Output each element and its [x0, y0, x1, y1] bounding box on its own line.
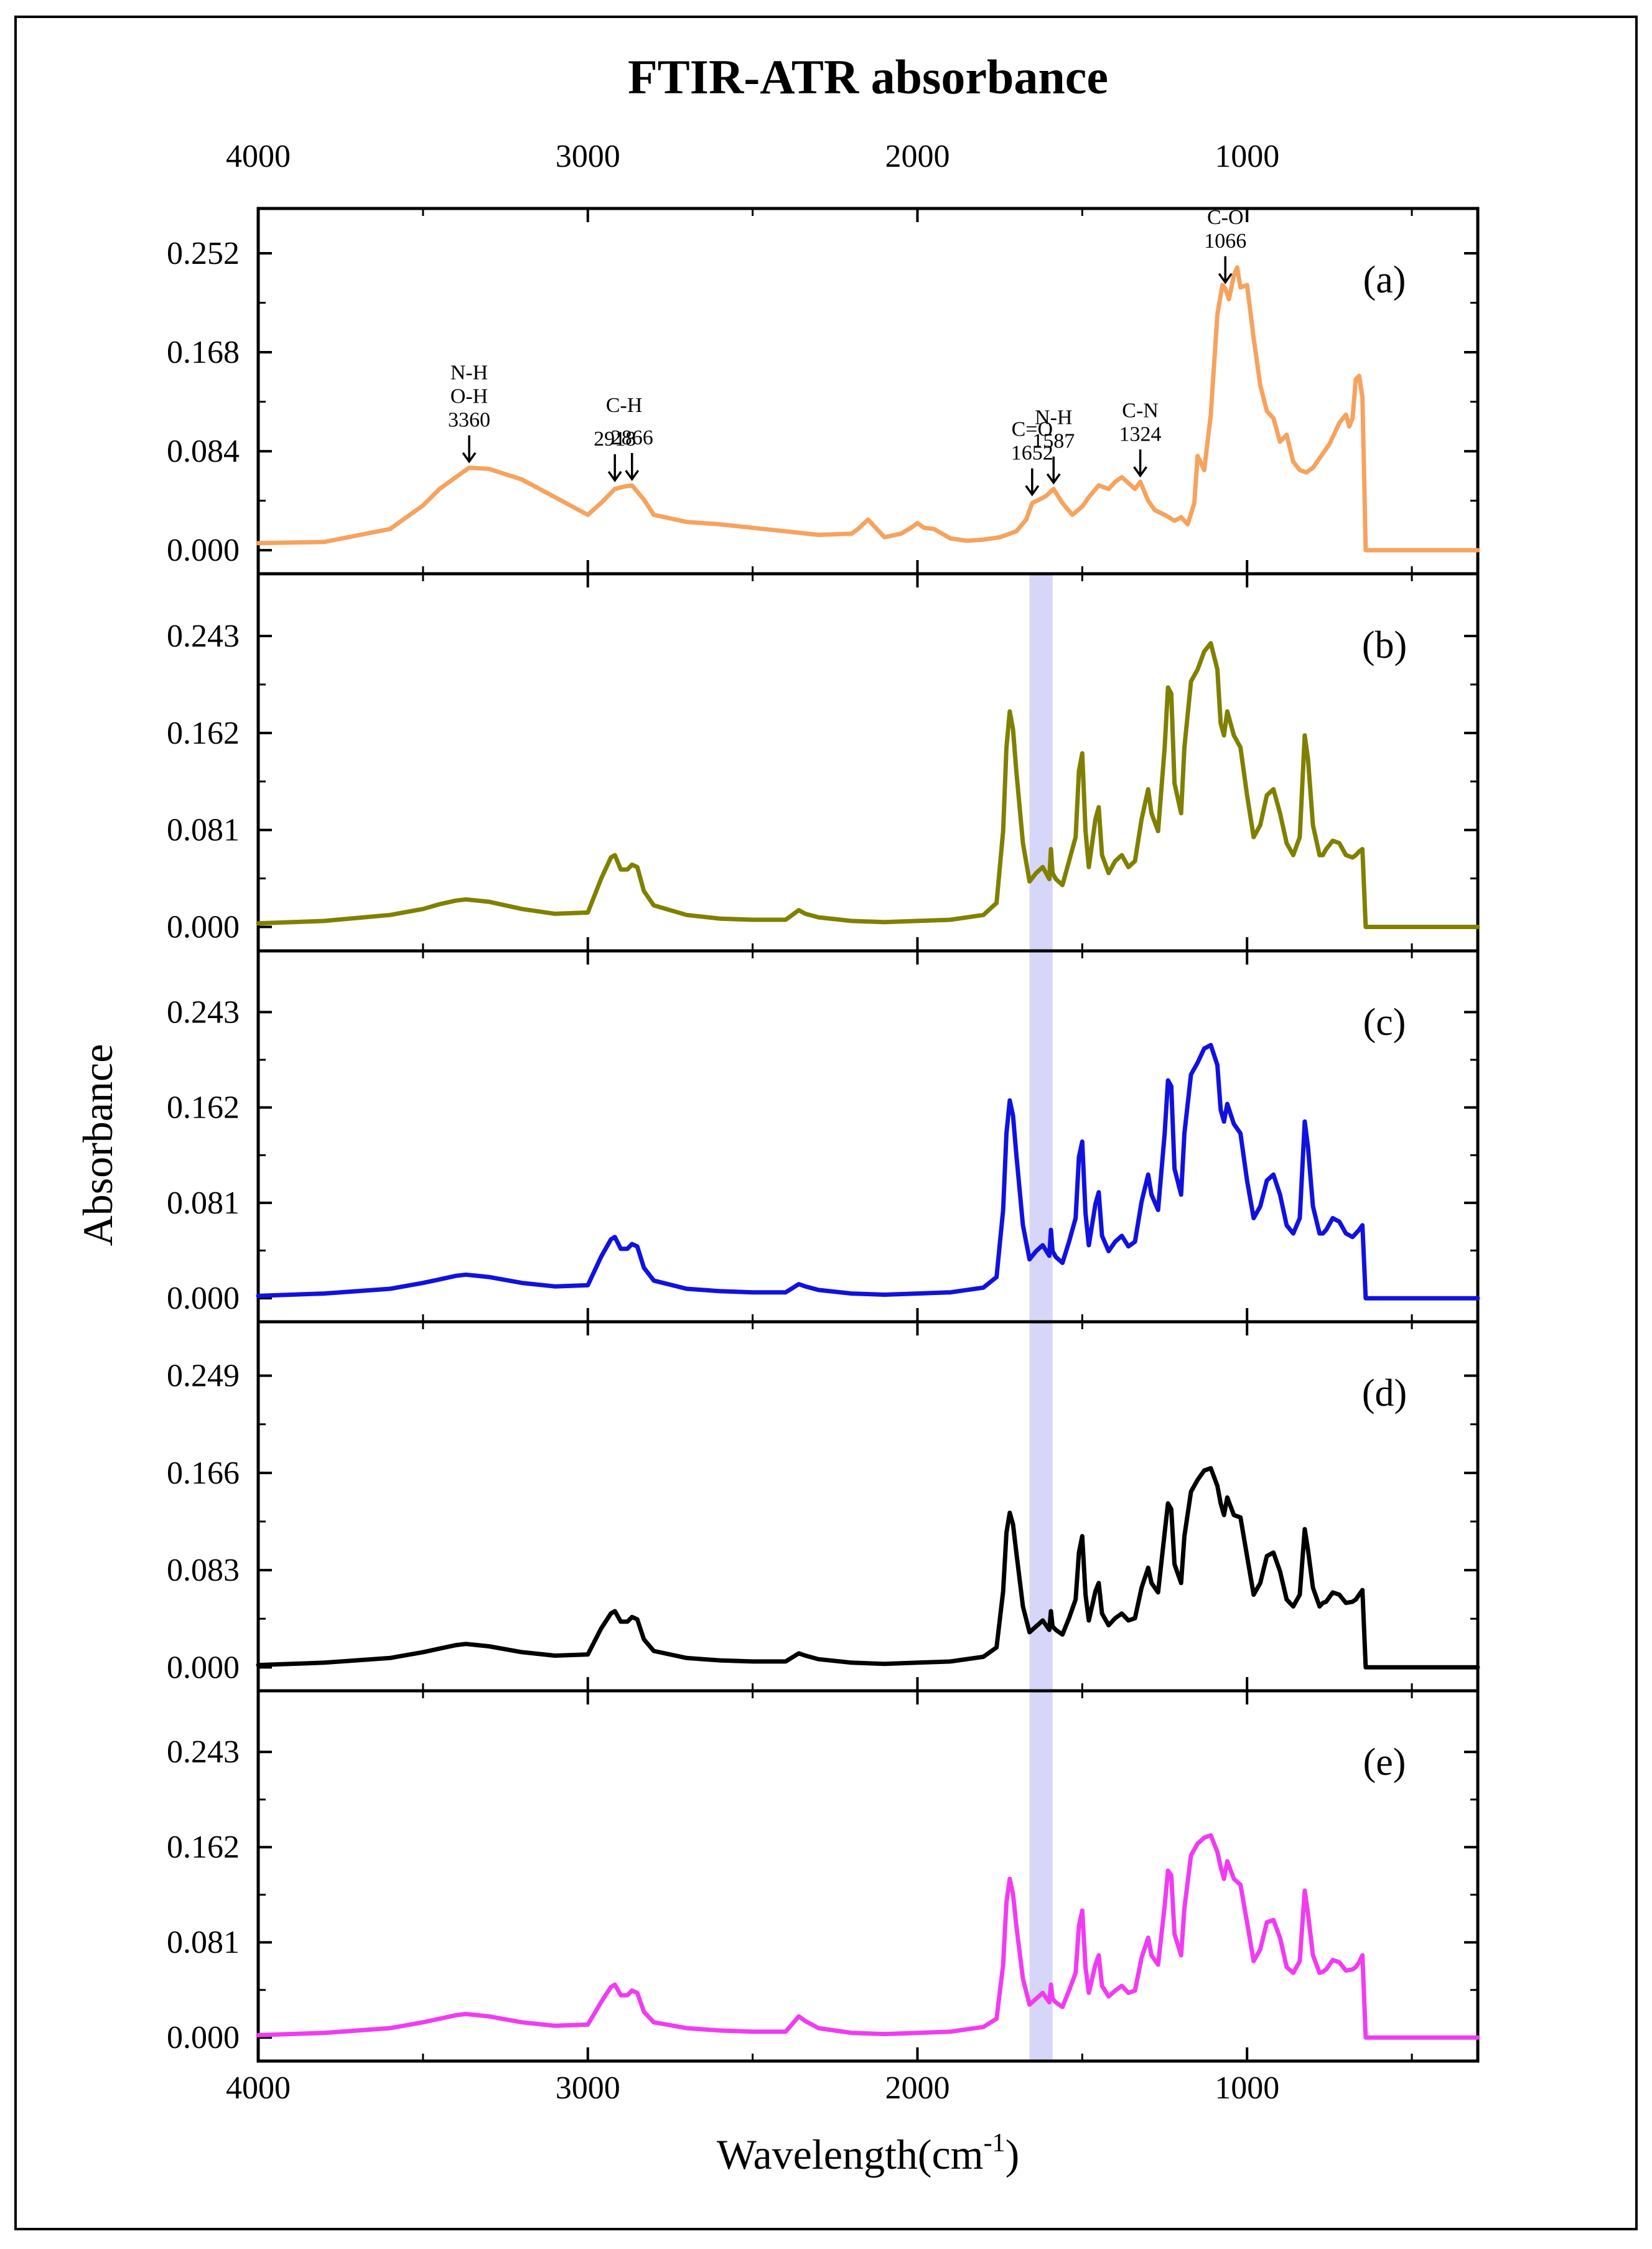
panel-frame [256, 572, 1480, 953]
panel-b: 0.000 0.081 0.162 0.243 (b) [167, 572, 1480, 953]
annotation-label: 1324 [1119, 423, 1162, 446]
annotation-label: C-H [606, 394, 643, 417]
series-line-d [256, 1466, 1480, 1670]
annotation-label: C-N [1122, 399, 1159, 422]
x-axis-title-close: ) [1006, 2131, 1020, 2178]
panel-d: 0.000 0.083 0.166 0.249 (d) [167, 1320, 1480, 1693]
series-line-c [256, 1042, 1480, 1301]
y-tick-label: 0.252 [167, 236, 240, 271]
y-tick-label: 0.081 [167, 813, 240, 848]
y-tick-label: 0.084 [167, 434, 240, 469]
panel-frame [256, 949, 1480, 1324]
y-tick-label: 0.243 [167, 1734, 240, 1770]
highlight-band-layer [1029, 574, 1053, 2061]
highlight-band [1029, 574, 1053, 2061]
y-tick-label: 0.000 [167, 1281, 240, 1316]
annotation-label: 1587 [1032, 430, 1075, 453]
y-tick-label: 0.249 [167, 1358, 240, 1394]
panels-layer: 0.0000.0840.1680.252(a)0.0000.0810.1620.… [167, 206, 1480, 2063]
panel-label: (d) [1362, 1372, 1407, 1414]
x-tick-label-top: 1000 [1215, 139, 1279, 174]
y-tick-label: 0.168 [167, 335, 240, 370]
x-axis-title-main: Wavelength(cm [717, 2131, 984, 2178]
annotation-label: 1652 [1011, 442, 1053, 465]
figure-frame [14, 16, 1638, 2230]
x-tick-label-top: 2000 [885, 139, 950, 174]
y-tick-label: 0.243 [167, 994, 240, 1030]
chart-title: FTIR-ATR absorbance [628, 50, 1108, 104]
y-tick-label: 0.166 [167, 1456, 240, 1491]
x-tick-label-bottom: 1000 [1215, 2070, 1279, 2106]
annotation-label: N-H [1035, 406, 1072, 429]
annotation-label: C-O [1207, 206, 1244, 229]
y-tick-label: 0.162 [167, 716, 240, 751]
panel-label: (a) [1363, 259, 1406, 301]
annotation-label: 2918 [594, 428, 636, 451]
y-tick-label: 0.000 [167, 2020, 240, 2055]
annotation-arrow-head [1046, 473, 1061, 485]
panel-label: (e) [1363, 1741, 1406, 1784]
y-tick-label: 0.243 [167, 619, 240, 654]
annotation-label: 1066 [1204, 230, 1246, 253]
panel-e: 0.000 0.081 0.162 0.243 (e) [167, 1689, 1480, 2063]
y-tick-label: 0.083 [167, 1553, 240, 1588]
annotation-arrow-head [1218, 273, 1233, 284]
panel-c: 0.000 0.081 0.162 0.243 (c) [167, 949, 1480, 1324]
annotation-arrow-head [1025, 485, 1040, 497]
y-tick-label: 0.162 [167, 1830, 240, 1865]
y-tick-label: 0.000 [167, 533, 240, 568]
y-tick-label: 0.162 [167, 1090, 240, 1126]
annotation-arrow-head [1133, 466, 1147, 478]
panel-frame [256, 1320, 1480, 1693]
annotation-arrow-head [625, 469, 640, 481]
x-axis-title-superscript: -1 [984, 2129, 1006, 2158]
x-tick-label-bottom: 3000 [556, 2070, 620, 2106]
annotation-label: 2866 [611, 426, 653, 449]
annotation-arrow-head [607, 470, 622, 482]
panel-frame [256, 1689, 1480, 2063]
panel-label: (c) [1363, 1001, 1406, 1044]
x-tick-label-bottom: 4000 [226, 2070, 291, 2106]
x-axis-title: Wavelength(cm-1) [717, 2129, 1019, 2178]
series-line-a [256, 265, 1480, 553]
x-axis-layer: 4000 4000 3000 3000 2000 2000 1000 1000 [226, 139, 1279, 2106]
series-line-e [256, 1833, 1480, 2040]
panel-label: (b) [1362, 624, 1407, 666]
y-tick-label: 0.081 [167, 1925, 240, 1960]
x-tick-label-bottom: 2000 [885, 2070, 950, 2106]
annotation-label: C=O [1012, 418, 1053, 441]
annotation-arrow-head [462, 452, 477, 464]
series-line-b [256, 641, 1480, 929]
y-tick-label: 0.081 [167, 1185, 240, 1221]
annotation-label: O-H [450, 385, 488, 408]
y-tick-label: 0.000 [167, 1650, 240, 1685]
panel-a: 0.000 0.084 0.168 0.252 (a) [167, 207, 1480, 576]
x-tick-label-top: 3000 [556, 139, 620, 174]
y-tick-label: 0.000 [167, 910, 240, 945]
x-tick-label-top: 4000 [226, 139, 291, 174]
annotation-label: 3360 [448, 409, 490, 432]
annotation-label: N-H [450, 362, 488, 385]
y-axis-title: Absorbance [74, 1044, 121, 1246]
